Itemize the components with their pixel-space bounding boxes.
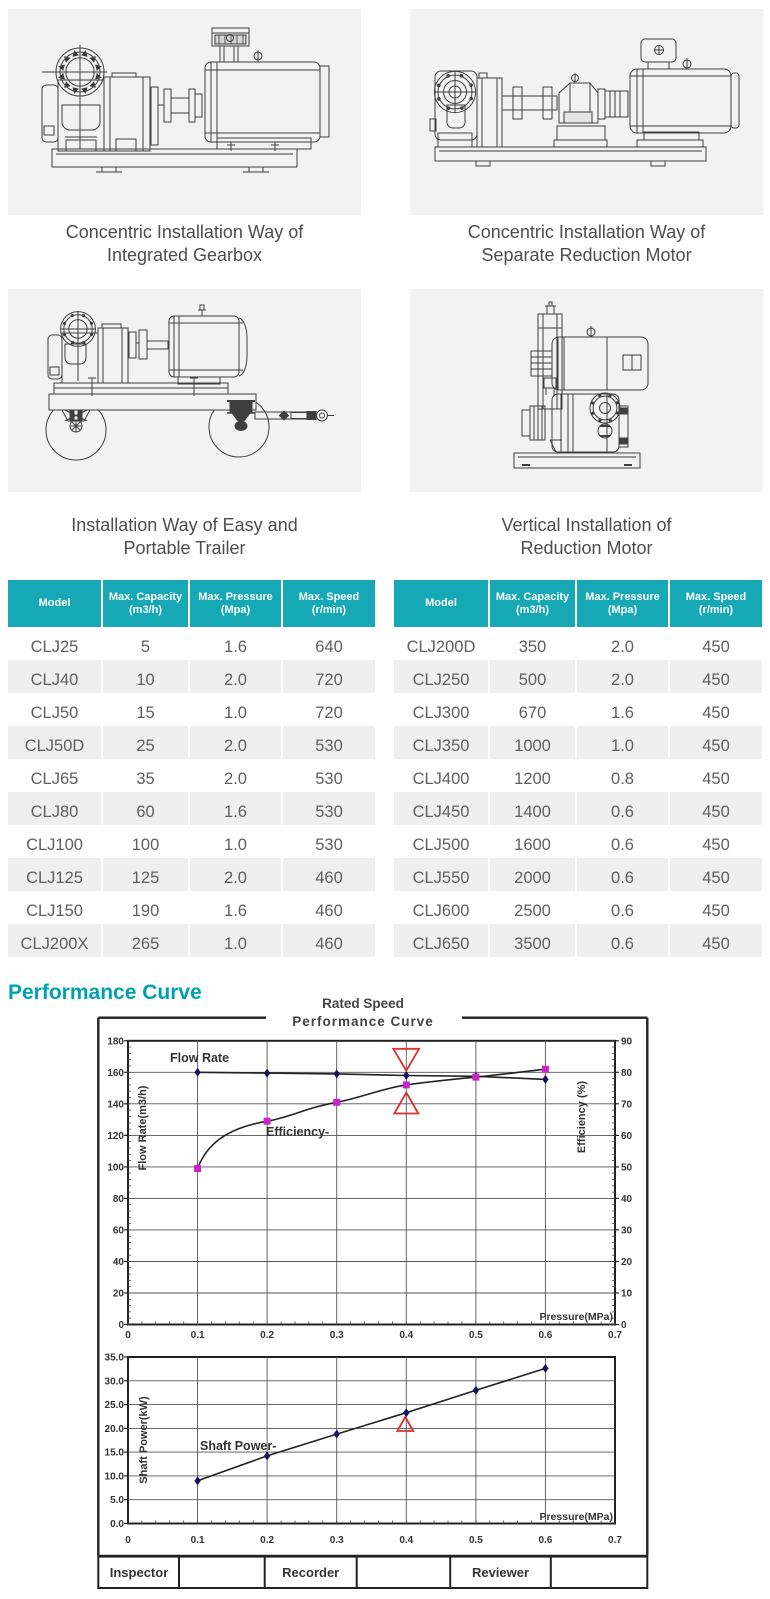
svg-text:0.5: 0.5 — [469, 1330, 483, 1341]
svg-text:0: 0 — [621, 1320, 627, 1331]
svg-text:25.0: 25.0 — [105, 1400, 125, 1411]
svg-text:60: 60 — [113, 1225, 125, 1236]
svg-text:10: 10 — [621, 1289, 633, 1300]
svg-text:40: 40 — [621, 1194, 633, 1205]
svg-text:0.0: 0.0 — [110, 1519, 124, 1530]
svg-text:60: 60 — [621, 1131, 633, 1142]
svg-text:0.3: 0.3 — [330, 1535, 344, 1546]
svg-text:40: 40 — [113, 1257, 125, 1268]
svg-text:160: 160 — [107, 1068, 124, 1079]
svg-text:140: 140 — [107, 1099, 124, 1110]
svg-text:0.2: 0.2 — [260, 1330, 274, 1341]
svg-text:0.1: 0.1 — [191, 1330, 205, 1341]
svg-text:10.0: 10.0 — [105, 1471, 125, 1482]
svg-text:Pressure(MPa): Pressure(MPa) — [539, 1311, 613, 1323]
svg-text:180: 180 — [107, 1036, 124, 1047]
svg-text:30.0: 30.0 — [105, 1376, 125, 1387]
svg-text:15.0: 15.0 — [105, 1448, 125, 1459]
svg-text:Shaft Power(kW): Shaft Power(kW) — [138, 1396, 150, 1484]
svg-text:Inspector: Inspector — [110, 1565, 169, 1580]
svg-text:0.7: 0.7 — [608, 1535, 622, 1546]
svg-text:20.0: 20.0 — [105, 1424, 125, 1435]
svg-text:0.1: 0.1 — [191, 1535, 205, 1546]
svg-text:0.4: 0.4 — [399, 1330, 413, 1341]
svg-text:20: 20 — [621, 1257, 633, 1268]
svg-text:Reviewer: Reviewer — [472, 1565, 529, 1580]
svg-text:5.0: 5.0 — [110, 1495, 124, 1506]
svg-text:0.6: 0.6 — [538, 1330, 552, 1341]
svg-text:Efficiency-: Efficiency- — [266, 1125, 329, 1139]
svg-text:50: 50 — [621, 1162, 633, 1173]
svg-text:80: 80 — [113, 1194, 125, 1205]
svg-text:70: 70 — [621, 1099, 633, 1110]
svg-text:Shaft Power-: Shaft Power- — [200, 1439, 276, 1453]
svg-text:0.7: 0.7 — [608, 1330, 622, 1341]
svg-text:Efficiency (%): Efficiency (%) — [576, 1081, 588, 1153]
svg-text:100: 100 — [107, 1162, 124, 1173]
svg-text:Pressure(MPa): Pressure(MPa) — [539, 1511, 613, 1523]
svg-text:Flow Rate(m3/h): Flow Rate(m3/h) — [137, 1085, 149, 1170]
svg-text:Recorder: Recorder — [282, 1565, 339, 1580]
svg-text:0.5: 0.5 — [469, 1535, 483, 1546]
svg-text:Rated Speed: Rated Speed — [322, 996, 404, 1011]
svg-text:35.0: 35.0 — [105, 1353, 125, 1364]
svg-text:0.2: 0.2 — [260, 1535, 274, 1546]
svg-text:90: 90 — [621, 1036, 633, 1047]
svg-text:30: 30 — [621, 1225, 633, 1236]
svg-text:0.3: 0.3 — [330, 1330, 344, 1341]
svg-text:0.4: 0.4 — [399, 1535, 413, 1546]
svg-text:Performance Curve: Performance Curve — [292, 1014, 434, 1029]
svg-text:0: 0 — [125, 1535, 131, 1546]
svg-text:0: 0 — [125, 1330, 131, 1341]
svg-text:20: 20 — [113, 1289, 125, 1300]
svg-text:Flow Rate: Flow Rate — [170, 1051, 229, 1065]
svg-text:120: 120 — [107, 1131, 124, 1142]
svg-text:80: 80 — [621, 1068, 633, 1079]
svg-text:0.6: 0.6 — [538, 1535, 552, 1546]
svg-text:0: 0 — [118, 1320, 124, 1331]
